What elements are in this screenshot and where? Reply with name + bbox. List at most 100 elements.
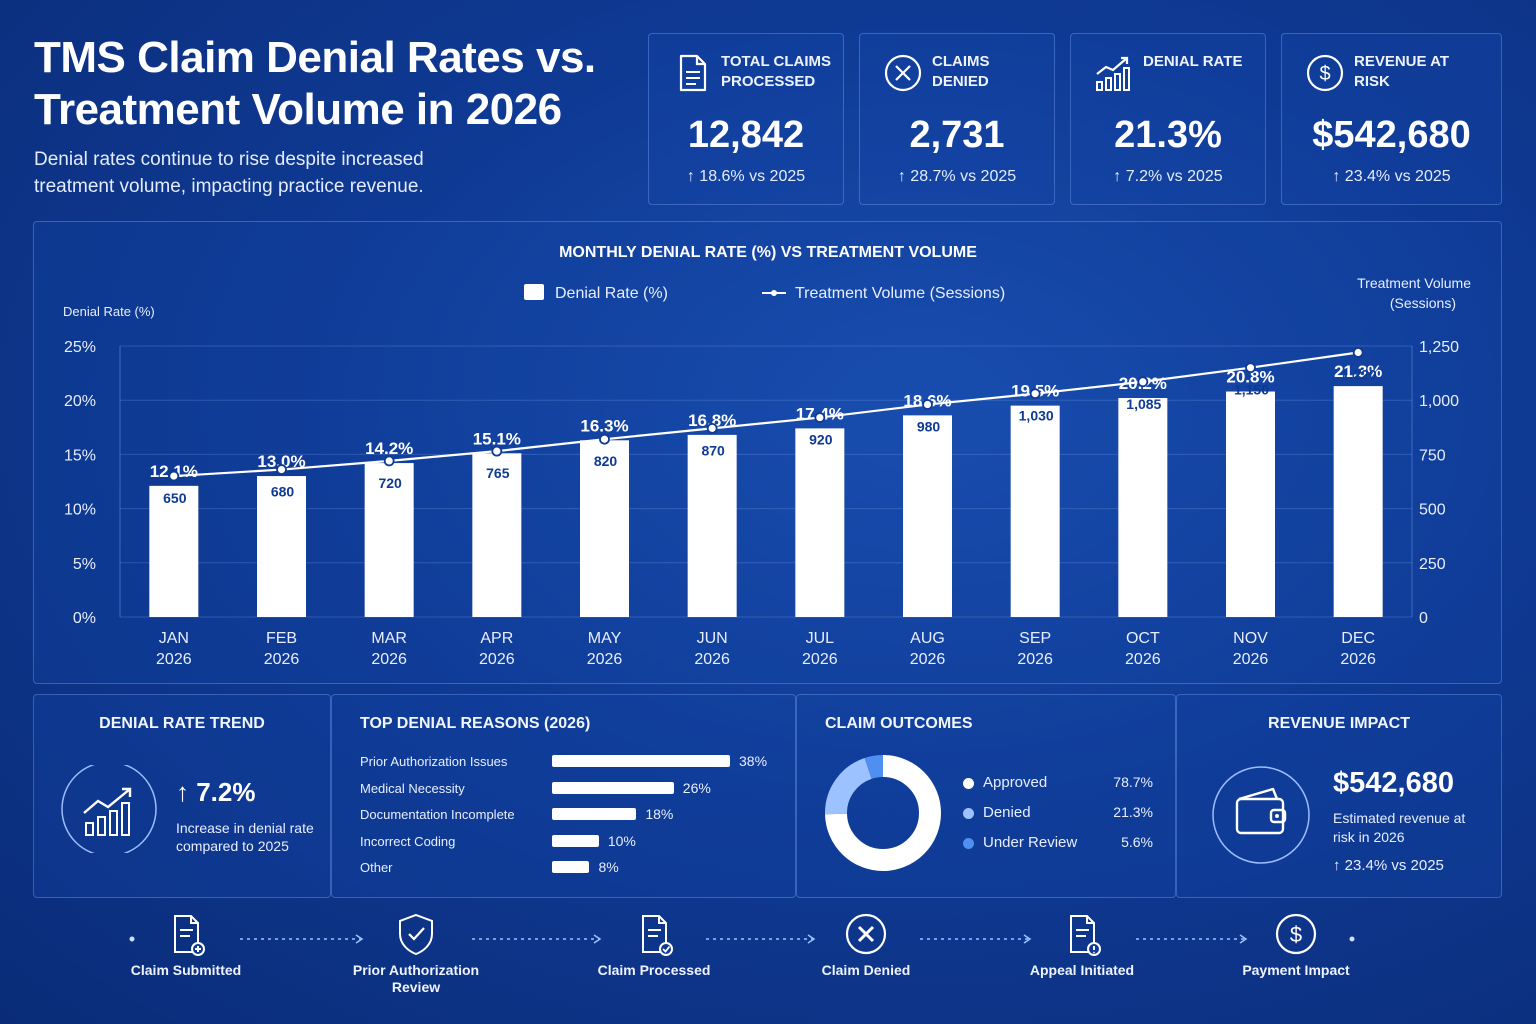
flow-step-dollar: $ Payment Impact [1216,912,1376,979]
line-data-label: 1,030 [1019,408,1054,424]
flow-arrowhead [355,934,364,944]
outcome-percent: 21.3% [1113,804,1153,820]
line-data-label: 1,085 [1126,396,1161,412]
outcome-label: Under Review [983,834,1078,851]
reason-percent: 10% [607,832,636,849]
y-left-tick-label: 5% [73,556,96,573]
reason-label: Other [360,860,393,875]
reason-row: Documentation Incomplete 18% [360,805,800,825]
bar-denial-rate [257,476,306,617]
x-tick-label: MAR 2026 [371,630,407,668]
flow-end-dot [129,936,135,942]
main-chart-panel: MONTHLY DENIAL RATE (%) VS TREATMENT VOL… [33,221,1502,684]
legend-bar-swatch [524,284,544,300]
dollar-icon: $ [1306,54,1344,92]
line-data-label: 765 [486,465,510,481]
bar-data-label: 16.3% [580,416,628,435]
x-tick-label: DEC 2026 [1340,630,1376,668]
x-tick-label: JUN 2026 [694,630,730,668]
svg-text:$: $ [1290,922,1302,947]
revenue-description: Estimated revenue at risk in 2026 [1333,810,1466,845]
flow-step-label: Claim Submitted [130,962,242,978]
bar-denial-rate [1226,391,1275,617]
x-tick-label: APR 2026 [479,630,515,668]
denial-volume-chart: MONTHLY DENIAL RATE (%) VS TREATMENT VOL… [63,244,1471,668]
reason-percent: 8% [598,859,619,875]
flow-step-document-check: Claim Processed [574,912,734,979]
x-tick-label: JUL 2026 [802,630,838,668]
reason-label: Prior Authorization Issues [360,754,508,769]
reason-bar [552,834,599,847]
reason-row: Prior Authorization Issues 38% [360,752,800,772]
svg-text:$: $ [1319,63,1330,85]
y-right-tick-label: 1,250 [1419,339,1459,356]
outcome-percent: 78.7% [1113,774,1153,790]
chart-title: MONTHLY DENIAL RATE (%) VS TREATMENT VOL… [559,244,977,261]
line-point [1029,388,1041,400]
line-data-label: 920 [809,432,833,448]
legend-bar-label: Denial Rate (%) [555,285,668,302]
outcome-color-dot [963,838,974,849]
bar-denial-rate [1010,405,1060,617]
panel-title: CLAIM OUTCOMES [825,715,973,732]
line-point [491,445,503,457]
x-tick-label: NOV 2026 [1233,630,1269,668]
line-data-label: 1,220 [1342,367,1377,383]
document-alert-icon [1070,915,1101,956]
flow-step-shield-check: Prior Authorization Review [336,912,496,996]
y-left-tick-label: 0% [73,610,96,627]
kpi-value: 2,731 [909,114,1005,156]
legend-line-label: Treatment Volume (Sessions) [795,285,1005,302]
outcome-row: Under Review 5.6% [963,833,1153,855]
bar-denial-rate [580,440,629,617]
flow-end-dot [1349,936,1355,942]
document-check-icon [642,915,673,956]
y-axis-left-label: Denial Rate (%) [63,304,155,319]
flow-step-label: Appeal Initiated [1029,962,1135,978]
outcome-label: Denied [983,804,1031,821]
line-point [814,412,826,423]
revenue-change: ↑ 23.4% vs 2025 [1333,857,1444,874]
flow-step-x-circle: Claim Denied [786,912,946,979]
kpi-change: ↑ 23.4% vs 2025 [1332,168,1451,185]
kpi-denial-rate: DENIAL RATE 21.3% ↑ 7.2% vs 2025 [1070,33,1266,205]
claim-outcomes-panel: CLAIM OUTCOMES Approved 78.7% Denied 21.3% U… [796,694,1176,898]
kpi-value: $542,680 [1312,114,1471,156]
y-left-tick-label: 10% [64,502,96,519]
kpi-claims-denied: CLAIMS DENIED 2,731 ↑ 28.7% vs 2025 [859,33,1055,205]
x-tick-label: JAN 2026 [156,630,192,668]
kpi-change: ↑ 18.6% vs 2025 [686,168,806,185]
trend-chart-icon [1096,56,1130,91]
reason-bar [552,808,637,820]
reason-bar [552,755,730,767]
line-point [1137,376,1149,388]
kpi-label: DENIAL RATE [1143,53,1243,70]
kpi-value: 12,842 [687,114,805,156]
bar-denial-rate [903,415,952,617]
panel-title: TOP DENIAL REASONS (2026) [360,715,591,732]
trend-value: ↑ 7.2% [176,777,256,807]
revenue-impact-panel: REVENUE IMPACT $542,680 Estimated revenu… [1176,694,1502,898]
page-subtitle: Denial rates continue to rise despite in… [34,149,424,197]
donut-slice [825,755,941,871]
trend-chart-icon [61,765,157,853]
outcome-label: Approved [983,774,1048,791]
trend-description: Increase in denial rate compared to 2025 [176,820,314,854]
reason-row: Incorrect Coding 10% [360,832,800,852]
kpi-label: TOTAL CLAIMS PROCESSED [721,53,831,90]
y-axis-right-label: Treatment Volume (Sessions) [1357,275,1471,311]
y-left-tick-label: 20% [64,393,96,410]
kpi-revenue-at-risk: $ REVENUE AT RISK $542,680 ↑ 23.4% vs 20… [1281,33,1502,205]
reason-bar [552,781,674,794]
flow-arrowhead [593,934,602,944]
outcome-percent: 5.6% [1121,834,1153,850]
kpi-change: ↑ 28.7% vs 2025 [897,168,1017,185]
donut-slice [825,755,941,871]
legend-line-marker [771,290,777,296]
x-tick-label: SEP 2026 [1017,630,1053,668]
reason-label: Documentation Incomplete [360,807,515,822]
reason-label: Incorrect Coding [360,833,456,849]
line-point [1245,362,1256,374]
denial-trend-panel: DENIAL RATE TREND ↑ 7.2% Increase in den… [33,694,331,898]
flow-step-label: Prior Authorization Review [352,962,480,995]
